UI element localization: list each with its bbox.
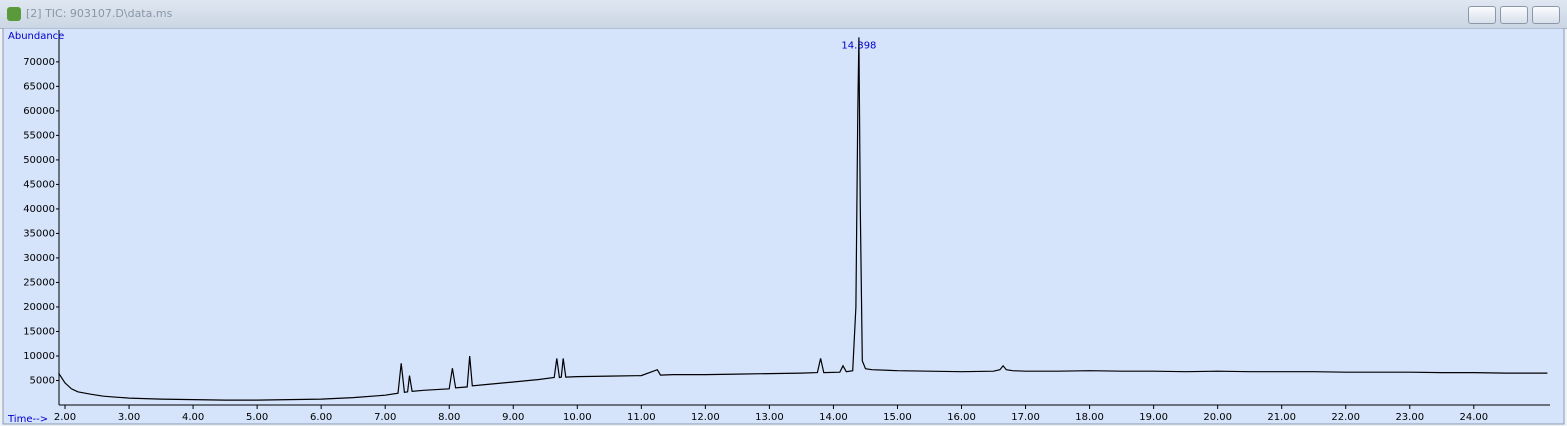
x-tick-label: 8.00 [438, 412, 460, 423]
x-tick-label: 10.00 [563, 412, 592, 423]
x-tick-label: 6.00 [310, 412, 332, 423]
x-tick-label: 9.00 [502, 412, 524, 423]
y-tick-label: 25000 [23, 277, 55, 288]
close-button[interactable] [1532, 6, 1560, 24]
x-axis-label: Time--> [7, 414, 48, 425]
minimize-button[interactable] [1468, 6, 1496, 24]
y-tick-label: 10000 [23, 351, 55, 362]
x-tick-label: 15.00 [883, 412, 912, 423]
x-tick-label: 4.00 [182, 412, 204, 423]
x-tick-label: 14.00 [819, 412, 848, 423]
y-tick-label: 15000 [23, 326, 55, 337]
x-tick-label: 13.00 [755, 412, 784, 423]
peak-label: 14.398 [841, 40, 876, 51]
x-tick-label: 11.00 [627, 412, 656, 423]
x-tick-label: 23.00 [1395, 412, 1424, 423]
x-tick-label: 3.00 [118, 412, 140, 423]
y-tick-label: 5000 [30, 375, 55, 386]
x-tick-label: 2.00 [54, 412, 76, 423]
y-tick-label: 20000 [23, 302, 55, 313]
y-tick-label: 30000 [23, 253, 55, 264]
x-tick-label: 17.00 [1011, 412, 1040, 423]
y-tick-label: 40000 [23, 204, 55, 215]
app-icon [7, 7, 21, 21]
x-tick-label: 24.00 [1459, 412, 1488, 423]
tic-trace [58, 37, 1548, 401]
plot-panel [2, 28, 1565, 425]
y-tick-label: 50000 [23, 155, 55, 166]
title-bar: [2] TIC: 903107.D\data.ms [0, 0, 1567, 29]
x-tick-label: 18.00 [1075, 412, 1104, 423]
window-title: [2] TIC: 903107.D\data.ms [26, 7, 173, 20]
y-tick-label: 70000 [23, 57, 55, 68]
y-tick-label: 45000 [23, 179, 55, 190]
x-tick-label: 12.00 [691, 412, 720, 423]
x-tick-label: 16.00 [947, 412, 976, 423]
x-tick-label: 22.00 [1331, 412, 1360, 423]
y-tick-label: 55000 [23, 130, 55, 141]
y-tick-label: 35000 [23, 228, 55, 239]
maximize-button[interactable] [1500, 6, 1528, 24]
x-tick-label: 20.00 [1203, 412, 1232, 423]
chart: 5000 10000 15000 20000 25000 30000 35000 40000 4… [2, 28, 1565, 425]
x-tick-label: 21.00 [1267, 412, 1296, 423]
x-tick-label: 7.00 [374, 412, 396, 423]
x-tick-label: 5.00 [246, 412, 268, 423]
y-tick-label: 65000 [23, 81, 55, 92]
x-tick-label: 19.00 [1139, 412, 1168, 423]
y-tick-label: 60000 [23, 106, 55, 117]
y-axis-label: Abundance [8, 31, 64, 42]
